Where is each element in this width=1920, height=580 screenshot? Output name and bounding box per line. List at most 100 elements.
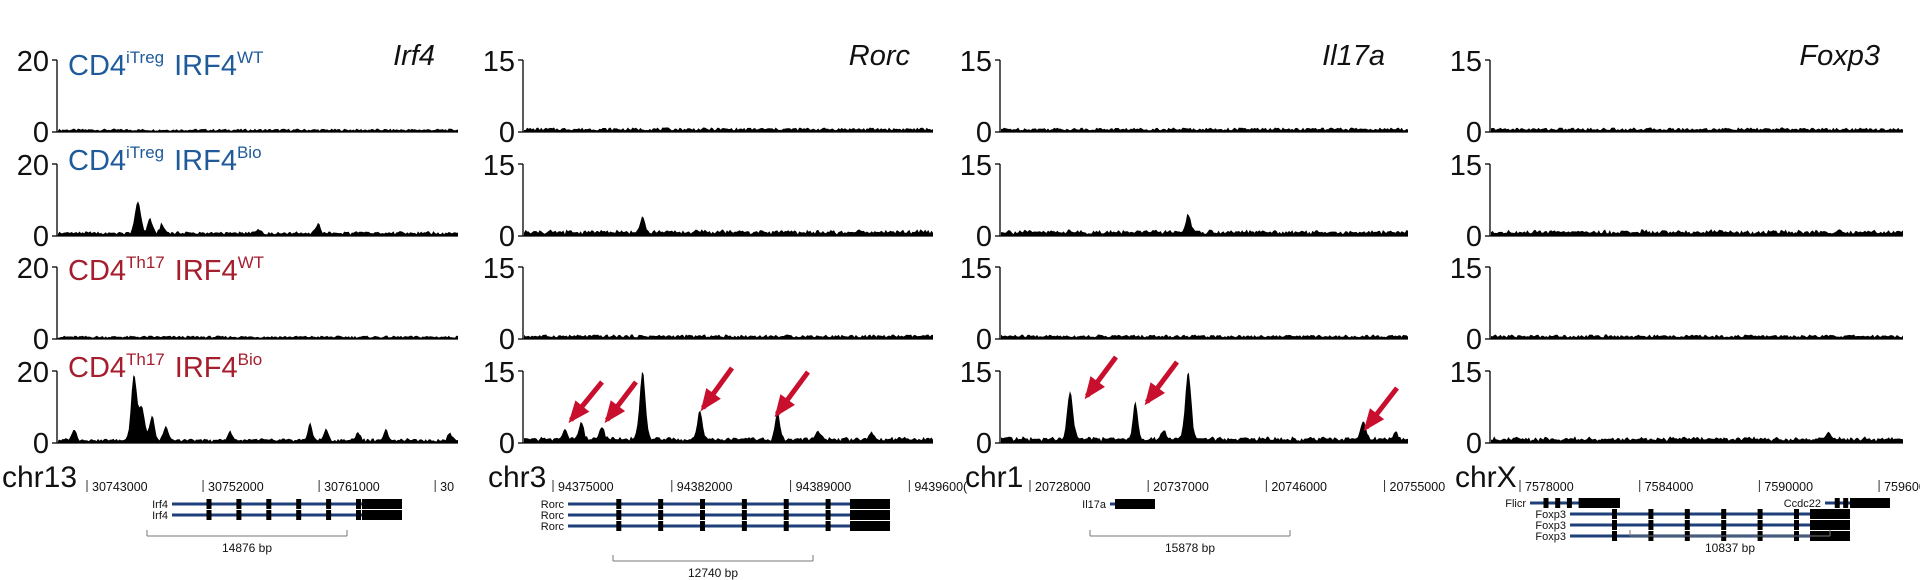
track-row: 15 0 [960,150,1408,253]
exon [206,510,212,520]
y-tick-label-zero: 0 [976,117,992,149]
exon-utr [1115,499,1155,509]
exon [616,510,622,520]
exon [1648,509,1654,519]
exon [266,499,272,509]
y-tick-label-zero: 0 [33,428,49,460]
exon [296,510,302,520]
exon [1843,498,1849,508]
coverage-track [58,375,458,443]
track-row: 15 0 [960,46,1408,149]
arrow-head [1084,376,1105,400]
annotation-arrow [1144,360,1179,406]
track-row: 15 0 [483,150,933,253]
exon [236,510,242,520]
y-tick-label-max: 15 [483,253,515,285]
y-tick-label-max: 15 [483,357,515,389]
coverage-track [524,216,933,236]
transcript-label: Rorc [541,510,565,522]
exon [1612,509,1617,519]
arrow-head [1363,408,1385,432]
exon [616,499,622,509]
exon [616,521,622,531]
exon-utr [1580,498,1620,508]
transcript: Flicr [1505,498,1620,510]
coverage-track [524,371,933,443]
coverage-track [524,127,933,132]
coordinate-label: 7578000 [1525,480,1574,494]
sample-protein-sup: WT [238,253,264,272]
transcript-label: Foxp3 [1535,509,1566,521]
transcript-label: Irf4 [152,510,168,522]
coordinate-label: 20755000 [1390,480,1446,494]
transcript: Rorc [541,510,890,522]
sample-cell: CD4 [68,352,126,384]
exon [1543,498,1549,508]
chromosome-label: chr3 [488,461,546,494]
y-tick-label-max: 20 [17,253,49,285]
chromosome-label: chr13 [2,461,77,494]
y-tick-label-zero: 0 [33,117,49,149]
coordinate-label: 20746000 [1271,480,1327,494]
exon [236,499,242,509]
exon [1834,498,1840,508]
exon [356,499,361,509]
exon [296,499,302,509]
chromosome-label: chrX [1455,461,1517,494]
coverage-track [524,334,933,339]
transcript-label: Rorc [541,521,565,533]
coordinate-label: 7584000 [1645,480,1694,494]
exon [783,499,789,509]
y-tick-label-zero: 0 [499,117,515,149]
transcript-label: Irf4 [152,499,168,511]
sample-cell: CD4 [68,255,126,287]
exon [266,510,272,520]
y-tick-label-max: 15 [960,357,992,389]
sample-label: CD4iTreg IRF4Bio [68,143,262,177]
exon [783,510,789,520]
sample-cell-sup: Th17 [126,253,165,272]
exon [206,499,212,509]
sample-protein: IRF4 [175,255,238,287]
track-row: 15 0 [960,253,1408,356]
arrow-head [1144,382,1165,406]
scale-bar-label: 10837 bp [1705,541,1755,555]
coverage-track [58,128,458,132]
exon [825,510,831,520]
chromosome-label: chr1 [965,461,1023,494]
arrow-head [700,388,721,412]
exon-utr [362,510,402,520]
sample-protein: IRF4 [174,50,237,82]
gene-name: Foxp3 [1799,40,1880,72]
track-row: 20 0 [17,357,458,460]
annotation-arrow [1084,355,1119,400]
coordinate-label: 30 [440,480,454,494]
track-row: 15 0 [1450,150,1903,253]
exon [1684,509,1690,519]
y-tick-label-zero: 0 [976,221,992,253]
exon [741,499,747,509]
sample-protein-sup: Bio [237,143,262,162]
exon-utr [850,499,890,509]
transcript-label: Foxp3 [1535,520,1566,532]
exon [700,499,706,509]
exon [1757,509,1763,519]
track-row: 15 0 [483,253,933,356]
coverage-track [1001,372,1408,443]
exon [326,510,332,520]
sample-label: CD4Th17 IRF4Bio [68,350,262,384]
annotation-arrow [568,380,604,424]
coordinate-label: 30761000 [324,480,380,494]
sample-protein-sup: Bio [238,350,263,369]
sample-label: CD4Th17 IRF4WT [68,253,264,287]
exon [1757,520,1763,530]
y-tick-label-zero: 0 [1466,221,1482,253]
coordinate-label: 20737000 [1153,480,1209,494]
gene-name: Irf4 [393,40,435,72]
coverage-track [1491,229,1903,236]
